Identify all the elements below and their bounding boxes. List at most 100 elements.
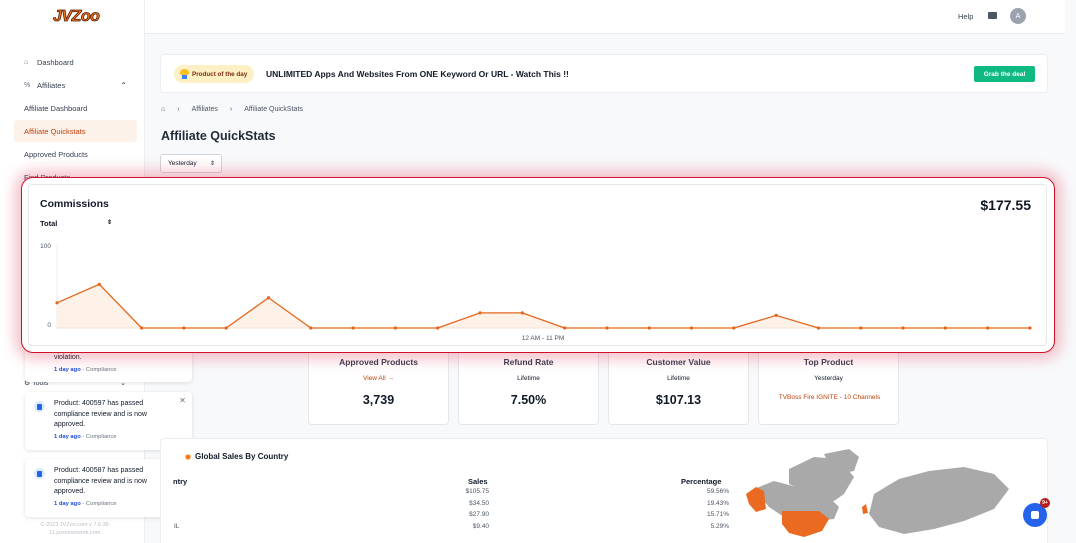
sidebar-item-affiliate-dashboard[interactable]: Affiliate Dashboard: [14, 97, 137, 119]
data-point[interactable]: [309, 326, 313, 330]
stat-title: Top Product: [803, 357, 854, 367]
stat-value: 7.50%: [510, 393, 547, 407]
data-point[interactable]: [732, 326, 736, 330]
data-point[interactable]: [774, 313, 778, 317]
column-header-sales: Sales: [468, 477, 488, 486]
data-point[interactable]: [351, 326, 355, 330]
notification-category: - Compliance: [82, 501, 117, 507]
sidebar-item-label: Affiliates: [37, 80, 66, 90]
avatar[interactable]: A: [1010, 8, 1026, 24]
series-area: [57, 284, 1030, 328]
sidebar-item-approved-products[interactable]: Approved Products: [14, 143, 137, 165]
data-point[interactable]: [901, 326, 905, 330]
notification-message: violation.: [54, 354, 82, 361]
data-point[interactable]: [520, 311, 524, 315]
data-point[interactable]: [816, 326, 821, 330]
stat-card-refund-rate: Refund Rate Lifetime 7.50%: [458, 345, 599, 425]
stat-subtitle: Lifetime: [667, 375, 690, 382]
notifications-bell-button[interactable]: 9+: [1023, 498, 1050, 527]
data-point[interactable]: [647, 326, 651, 330]
sidebar-item-affiliate-quickstats[interactable]: Affiliate Quickstats: [14, 120, 137, 142]
document-icon: [34, 468, 45, 479]
stat-value: 3,739: [362, 393, 395, 407]
notification-message: Product: 400597 has passed compliance re…: [54, 400, 147, 429]
global-sales-card: Global Sales By Country ntry Sales Perce…: [160, 438, 1048, 543]
y-tick-label: 0: [47, 322, 51, 329]
select-arrows-icon: ⇕: [209, 161, 215, 167]
commissions-chart: 100 0 12 AM - 11 PM: [40, 243, 1032, 342]
data-point[interactable]: [266, 296, 271, 300]
gear-icon: ⚙: [24, 380, 33, 387]
commissions-metric-value: Total: [40, 219, 58, 228]
top-product-link[interactable]: TVBoss Fire IGNITE - 10 Channels: [778, 394, 881, 401]
stat-subtitle: Lifetime: [517, 375, 540, 382]
series-line: [56, 283, 1030, 329]
home-icon[interactable]: ⌂: [161, 106, 166, 113]
chevron-up-icon: ⌃: [120, 80, 127, 90]
data-point[interactable]: [859, 326, 863, 330]
period-select[interactable]: Yesterday ⇕: [160, 154, 222, 173]
notification-meta: 1 day ago - Compliance: [54, 434, 117, 440]
stat-card-approved-products: Approved Products View All → 3,739: [308, 345, 449, 425]
document-icon: [34, 401, 45, 412]
geo-cell-sales: $27.90: [469, 511, 489, 518]
data-point[interactable]: [986, 326, 990, 330]
product-of-the-day-banner: Product of the day UNLIMITED Apps And We…: [160, 54, 1048, 93]
select-arrows-icon: ⇕: [106, 220, 112, 226]
sidebar-item-affiliates[interactable]: % Affiliates ⌃: [14, 74, 137, 96]
chevron-right-icon: ›: [177, 106, 180, 113]
jvzoo-logo[interactable]: JVZoo: [53, 8, 101, 26]
y-tick-label: 100: [40, 243, 51, 250]
data-point[interactable]: [436, 326, 440, 330]
data-point[interactable]: [182, 326, 186, 330]
bell-icon: [1031, 511, 1039, 519]
stat-title: Approved Products: [339, 357, 418, 367]
notification-meta: 1 day ago - Compliance: [54, 501, 117, 507]
data-point[interactable]: [563, 326, 567, 330]
grab-the-deal-button[interactable]: Grab the deal: [974, 66, 1035, 82]
help-link[interactable]: Help: [958, 12, 974, 21]
commissions-total: $177.55: [980, 197, 1031, 213]
stat-title: Customer Value: [646, 357, 711, 367]
promo-text[interactable]: UNLIMITED Apps And Websites From ONE Key…: [266, 69, 569, 79]
global-sales-title-text: Global Sales By Country: [195, 452, 289, 461]
notification-time: 1 day ago: [54, 501, 81, 507]
geo-cell-percentage: 15.71%: [706, 511, 729, 518]
data-point[interactable]: [140, 326, 144, 330]
data-point[interactable]: [943, 326, 947, 330]
notification-count-badge: 9+: [1040, 498, 1050, 508]
percent-icon: %: [24, 81, 31, 89]
data-point[interactable]: [689, 326, 694, 330]
notification-category: - Compliance: [82, 367, 117, 373]
breadcrumb-current: Affiliate QuickStats: [244, 106, 303, 113]
x-axis-label: 12 AM - 11 PM: [522, 335, 565, 342]
data-point[interactable]: [224, 326, 228, 330]
commissions-title: Commissions: [40, 198, 109, 210]
page-title: Affiliate QuickStats: [161, 129, 276, 143]
sidebar-item-tools[interactable]: ⚙ Tools ⌄: [24, 379, 134, 387]
sidebar-item-label: Tools: [32, 380, 49, 387]
data-point[interactable]: [55, 301, 59, 305]
commissions-metric-select[interactable]: Total ⇕: [40, 219, 112, 228]
chevron-down-icon: ⌄: [120, 380, 126, 387]
sidebar-item-dashboard[interactable]: ⌂ Dashboard: [14, 51, 137, 73]
chevron-right-icon: ›: [229, 106, 233, 113]
world-map[interactable]: [744, 449, 1034, 543]
data-point[interactable]: [393, 326, 398, 330]
map-pin-icon: [185, 453, 191, 460]
badge-label: Product of the day: [192, 70, 248, 78]
view-all-link[interactable]: View All →: [363, 375, 394, 382]
sidebar-item-label: Affiliate Dashboard: [24, 103, 88, 113]
data-point[interactable]: [1028, 326, 1032, 330]
geo-cell-percentage: 19.43%: [706, 499, 729, 507]
stat-subtitle: Yesterday: [814, 375, 843, 382]
stat-card-top-product: Top Product Yesterday TVBoss Fire IGNITE…: [758, 345, 899, 425]
data-point[interactable]: [97, 282, 101, 286]
close-icon[interactable]: ✕: [179, 396, 186, 405]
data-point[interactable]: [478, 311, 482, 315]
mail-icon[interactable]: [988, 12, 997, 19]
breadcrumb-affiliates[interactable]: Affiliates: [191, 106, 218, 113]
breadcrumb: ⌂ › Affiliates › Affiliate QuickStats: [161, 106, 303, 113]
column-header-country: ntry: [173, 477, 188, 486]
data-point[interactable]: [605, 326, 609, 330]
